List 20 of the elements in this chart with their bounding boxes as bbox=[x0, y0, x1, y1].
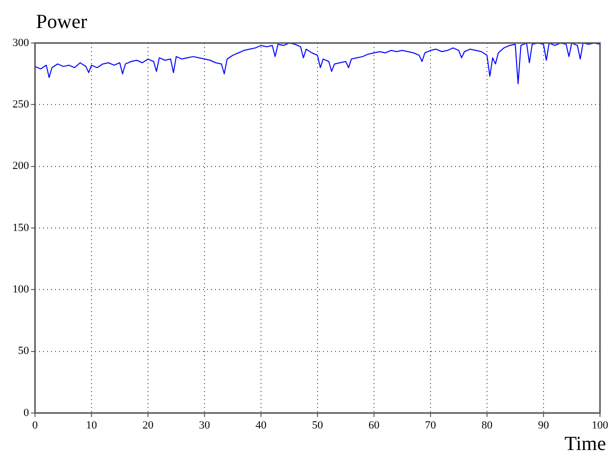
y-tick-label: 100 bbox=[12, 284, 30, 296]
x-tick-label: 30 bbox=[199, 419, 210, 432]
y-tick-label: 250 bbox=[12, 98, 30, 111]
x-tick-label: 10 bbox=[86, 419, 98, 432]
x-tick-label: 20 bbox=[142, 419, 154, 432]
x-tick-label: 100 bbox=[592, 419, 609, 432]
x-tick-label: 40 bbox=[256, 419, 267, 432]
y-tick-label: 0 bbox=[24, 406, 30, 419]
x-tick-label: 50 bbox=[312, 419, 324, 432]
y-axis-title: Power bbox=[36, 11, 88, 33]
y-tick-label: 150 bbox=[12, 222, 30, 234]
x-tick-label: 0 bbox=[32, 419, 38, 432]
x-tick-label: 70 bbox=[425, 419, 436, 432]
x-tick-label: 60 bbox=[368, 419, 380, 432]
y-tick-label: 50 bbox=[18, 345, 30, 358]
x-axis-title: Time bbox=[564, 433, 606, 455]
x-tick-label: 80 bbox=[482, 419, 493, 432]
x-tick-label: 90 bbox=[538, 419, 550, 432]
y-tick-label: 200 bbox=[12, 160, 30, 172]
y-tick-label: 300 bbox=[12, 36, 30, 49]
